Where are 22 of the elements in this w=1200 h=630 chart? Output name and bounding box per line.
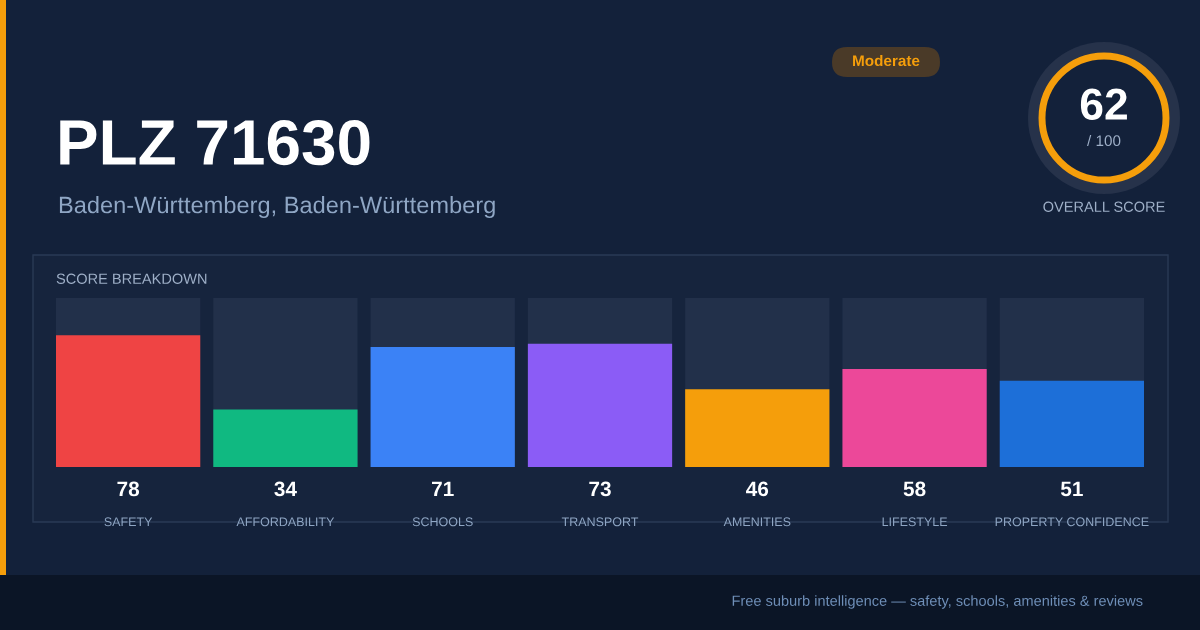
data-label: 58: [903, 481, 926, 497]
data-label: 78: [117, 481, 140, 497]
x-tick-label: LIFESTYLE: [882, 517, 948, 527]
x-tick-label: PROPERTY CONFIDENCE: [995, 517, 1149, 527]
text: Free suburb intelligence — safety, schools, amenities & reviews: [732, 595, 1143, 609]
data-label: 46: [746, 481, 769, 497]
text: Moderate: [853, 54, 920, 67]
text: OVERALL SCORE: [1043, 201, 1165, 212]
x-tick-label: SCHOOLS: [412, 517, 473, 527]
x-tick-label: AMENITIES: [723, 517, 791, 527]
data-label: 71: [432, 481, 454, 497]
x-tick-label: TRANSPORT: [561, 517, 639, 527]
x-tick-label: SAFETY: [104, 517, 153, 527]
x-tick-label: AFFORDABILITY: [236, 517, 335, 527]
chart-subtitle: Baden-Württemberg, Baden-Württemberg: [59, 196, 495, 218]
chart-title: PLZ 71630: [60, 119, 370, 166]
text: / 100: [1087, 134, 1121, 147]
text: SCORE BREAKDOWN: [56, 273, 207, 284]
data-label: 51: [1060, 481, 1083, 497]
data-label: 73: [589, 481, 611, 497]
text: 62: [1080, 88, 1127, 120]
data-label: 34: [274, 481, 297, 497]
